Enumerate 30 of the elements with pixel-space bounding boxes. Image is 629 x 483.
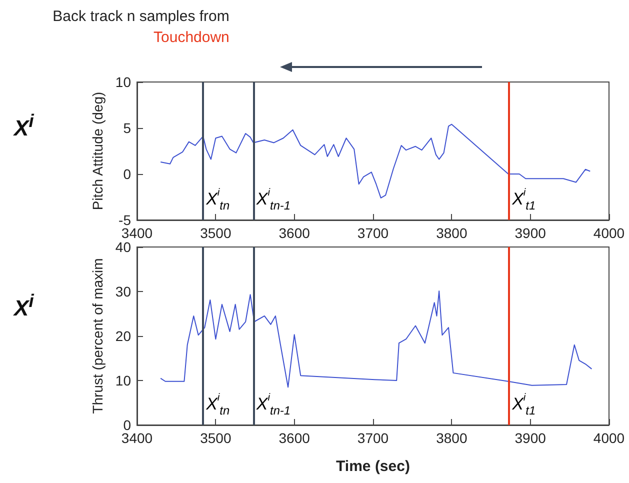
- y-axis-title: Thrust (percent of maxim: [90, 258, 106, 414]
- y-tick-label: 10: [115, 372, 132, 388]
- text: X$^{i}$: [14, 110, 34, 142]
- x-tick-label: 3600: [278, 225, 310, 241]
- y-tick-label: 40: [115, 239, 132, 255]
- x-tick-label: 3900: [514, 225, 546, 241]
- x-tick-label: 3600: [278, 430, 310, 446]
- y-tick-label: 30: [115, 284, 132, 300]
- x-tick-label: 3900: [514, 430, 546, 446]
- chart-subtitle: Touchdown: [154, 29, 230, 46]
- x-tick-label: 4000: [593, 430, 625, 446]
- x-tick-label: 3500: [200, 430, 232, 446]
- x-tick-label: 3700: [357, 430, 389, 446]
- x-tick-label: 4000: [593, 225, 625, 241]
- y-tick-label: 20: [115, 328, 132, 344]
- x-tick-label: 3400: [121, 225, 153, 241]
- y-tick-label: 10: [115, 74, 132, 90]
- x-axis-title: Time (sec): [336, 458, 410, 475]
- x-tick-label: 3700: [357, 225, 389, 241]
- x-tick-label: 3800: [436, 225, 468, 241]
- x-tick-label: 3400: [121, 430, 153, 446]
- y-axis-title: Pitch Attitude (deg): [90, 92, 106, 210]
- y-tick-label: 0: [123, 166, 132, 182]
- y-tick-label: -5: [118, 212, 132, 228]
- chart-title: Back track n samples from: [52, 8, 230, 25]
- text: X$^{i}$: [14, 290, 34, 322]
- x-tick-label: 3800: [436, 430, 468, 446]
- y-tick-label: 0: [123, 417, 132, 433]
- x-tick-label: 3500: [200, 225, 232, 241]
- y-tick-label: 5: [123, 120, 132, 136]
